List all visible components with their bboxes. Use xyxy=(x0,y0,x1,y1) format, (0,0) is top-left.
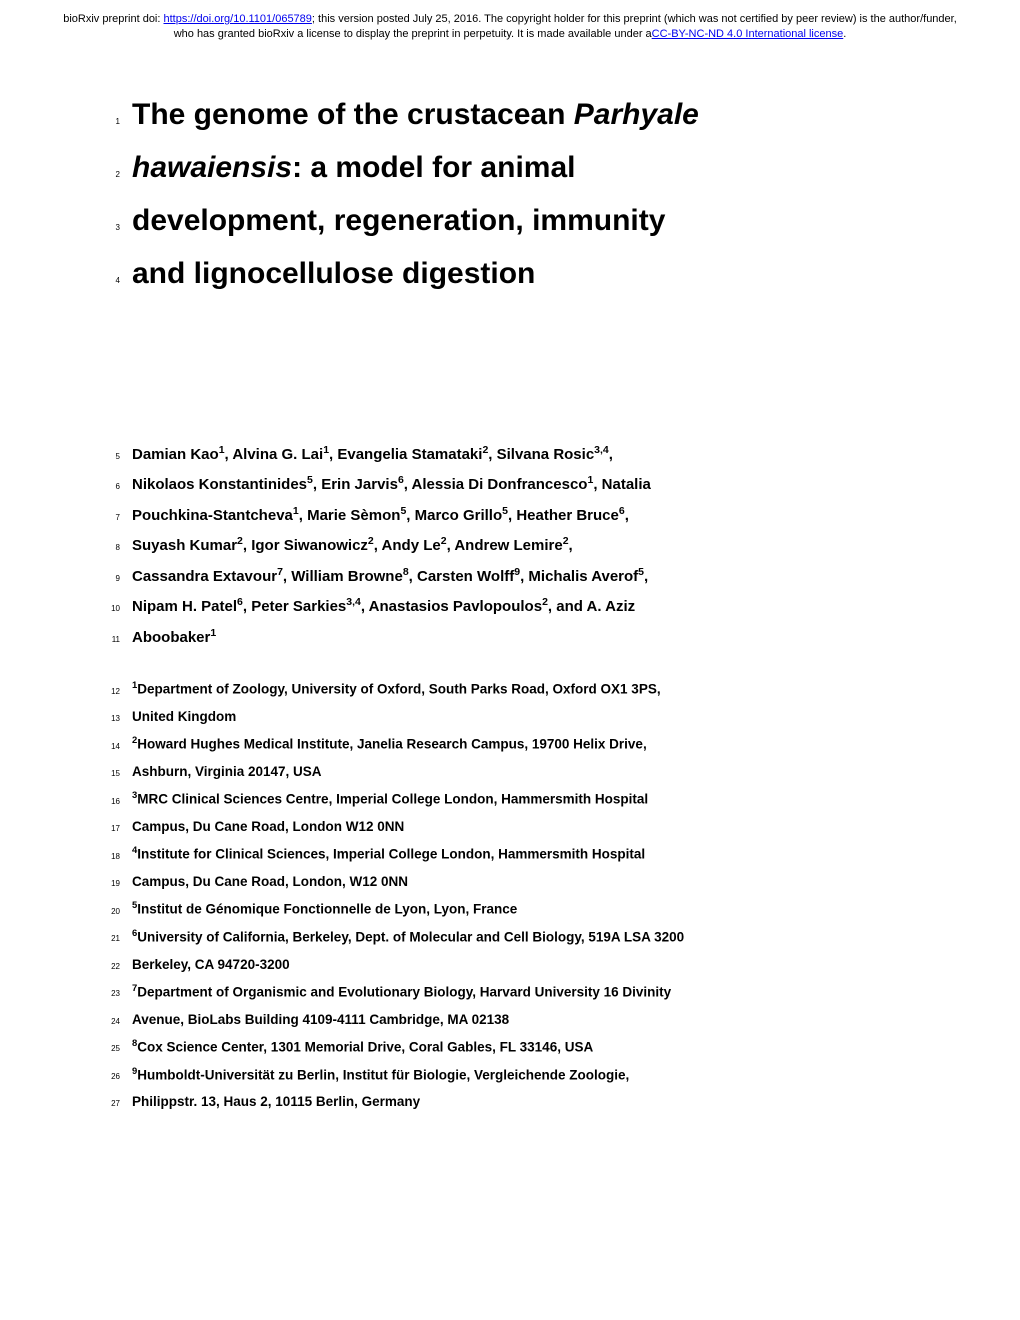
line-number: 15 xyxy=(100,769,120,778)
line-number: 3 xyxy=(100,223,120,232)
header-prefix: bioRxiv preprint doi: xyxy=(63,13,163,25)
line-number: 7 xyxy=(100,513,120,522)
line-number: 19 xyxy=(100,879,120,888)
author-text: Pouchkina-Stantcheva1, Marie Sèmon5, Mar… xyxy=(132,504,629,528)
line-number: 22 xyxy=(100,962,120,971)
affiliations-section: 12 1Department of Zoology, University of… xyxy=(100,679,920,1113)
affiliation-text: 9Humboldt-Universität zu Berlin, Institu… xyxy=(132,1065,629,1086)
author-text: Cassandra Extavour7, William Browne8, Ca… xyxy=(132,565,648,589)
affiliation-line: 17 Campus, Du Cane Road, London W12 0NN xyxy=(100,817,920,837)
affiliation-line: 24 Avenue, BioLabs Building 4109-4111 Ca… xyxy=(100,1010,920,1030)
affiliation-line: 15 Ashburn, Virginia 20147, USA xyxy=(100,762,920,782)
author-text: Nikolaos Konstantinides5, Erin Jarvis6, … xyxy=(132,473,651,497)
title-text: The genome of the crustacean Parhyale xyxy=(132,95,699,134)
affiliation-line: 21 6University of California, Berkeley, … xyxy=(100,927,920,948)
affiliation-text: 1Department of Zoology, University of Ox… xyxy=(132,679,661,700)
author-text: Damian Kao1, Alvina G. Lai1, Evangelia S… xyxy=(132,443,613,467)
affiliation-text: United Kingdom xyxy=(132,707,236,727)
affiliation-text: 4Institute for Clinical Sciences, Imperi… xyxy=(132,844,645,865)
author-line: 6 Nikolaos Konstantinides5, Erin Jarvis6… xyxy=(100,473,920,497)
affiliation-text: 5Institut de Génomique Fonctionnelle de … xyxy=(132,899,517,920)
affiliation-text: Ashburn, Virginia 20147, USA xyxy=(132,762,322,782)
line-number: 12 xyxy=(100,687,120,696)
title-text: development, regeneration, immunity xyxy=(132,201,665,240)
author-line: 10 Nipam H. Patel6, Peter Sarkies3,4, An… xyxy=(100,595,920,619)
affiliation-line: 26 9Humboldt-Universität zu Berlin, Inst… xyxy=(100,1065,920,1086)
affiliation-text: 2Howard Hughes Medical Institute, Janeli… xyxy=(132,734,647,755)
author-line: 5 Damian Kao1, Alvina G. Lai1, Evangelia… xyxy=(100,443,920,467)
line-number: 2 xyxy=(100,170,120,179)
authors-section: 5 Damian Kao1, Alvina G. Lai1, Evangelia… xyxy=(100,443,920,650)
line-number: 6 xyxy=(100,482,120,491)
line-number: 23 xyxy=(100,989,120,998)
preprint-header: bioRxiv preprint doi: https://doi.org/10… xyxy=(0,0,1020,50)
title-line-4: 4 and lignocellulose digestion xyxy=(100,254,920,293)
line-number: 24 xyxy=(100,1017,120,1026)
title-text: and lignocellulose digestion xyxy=(132,254,535,293)
line-number: 27 xyxy=(100,1099,120,1108)
line-number: 17 xyxy=(100,824,120,833)
license-link[interactable]: CC-BY-NC-ND 4.0 International license xyxy=(652,28,844,40)
affiliation-line: 23 7Department of Organismic and Evoluti… xyxy=(100,982,920,1003)
affiliation-text: Campus, Du Cane Road, London, W12 0NN xyxy=(132,872,408,892)
author-text: Suyash Kumar2, Igor Siwanowicz2, Andy Le… xyxy=(132,534,573,558)
title-line-3: 3 development, regeneration, immunity xyxy=(100,201,920,240)
line-number: 8 xyxy=(100,543,120,552)
line-number: 1 xyxy=(100,117,120,126)
line-number: 25 xyxy=(100,1044,120,1053)
line-number: 21 xyxy=(100,934,120,943)
affiliation-line: 13 United Kingdom xyxy=(100,707,920,727)
affiliation-text: Avenue, BioLabs Building 4109-4111 Cambr… xyxy=(132,1010,509,1030)
affiliation-line: 27 Philippstr. 13, Haus 2, 10115 Berlin,… xyxy=(100,1092,920,1112)
affiliation-text: 8Cox Science Center, 1301 Memorial Drive… xyxy=(132,1037,593,1058)
author-text: Nipam H. Patel6, Peter Sarkies3,4, Anast… xyxy=(132,595,635,619)
affiliation-text: Philippstr. 13, Haus 2, 10115 Berlin, Ge… xyxy=(132,1092,420,1112)
author-line: 11 Aboobaker1 xyxy=(100,626,920,650)
line-number: 4 xyxy=(100,276,120,285)
line-number: 9 xyxy=(100,574,120,583)
affiliation-line: 22 Berkeley, CA 94720-3200 xyxy=(100,955,920,975)
page-content: 1 The genome of the crustacean Parhyale … xyxy=(0,50,1020,1113)
line-number: 5 xyxy=(100,452,120,461)
title-section: 1 The genome of the crustacean Parhyale … xyxy=(100,95,920,293)
title-text: hawaiensis: a model for animal xyxy=(132,148,575,187)
affiliation-line: 19 Campus, Du Cane Road, London, W12 0NN xyxy=(100,872,920,892)
author-text: Aboobaker1 xyxy=(132,626,216,650)
line-number: 11 xyxy=(100,635,120,644)
affiliation-text: 3MRC Clinical Sciences Centre, Imperial … xyxy=(132,789,648,810)
title-line-2: 2 hawaiensis: a model for animal xyxy=(100,148,920,187)
line-number: 16 xyxy=(100,797,120,806)
line-number: 10 xyxy=(100,604,120,613)
affiliation-line: 16 3MRC Clinical Sciences Centre, Imperi… xyxy=(100,789,920,810)
author-line: 7 Pouchkina-Stantcheva1, Marie Sèmon5, M… xyxy=(100,504,920,528)
affiliation-text: Campus, Du Cane Road, London W12 0NN xyxy=(132,817,404,837)
line-number: 13 xyxy=(100,714,120,723)
affiliation-line: 14 2Howard Hughes Medical Institute, Jan… xyxy=(100,734,920,755)
affiliation-line: 12 1Department of Zoology, University of… xyxy=(100,679,920,700)
affiliation-text: 6University of California, Berkeley, Dep… xyxy=(132,927,684,948)
title-line-1: 1 The genome of the crustacean Parhyale xyxy=(100,95,920,134)
author-line: 9 Cassandra Extavour7, William Browne8, … xyxy=(100,565,920,589)
line-number: 18 xyxy=(100,852,120,861)
affiliation-text: Berkeley, CA 94720-3200 xyxy=(132,955,290,975)
affiliation-text: 7Department of Organismic and Evolutiona… xyxy=(132,982,671,1003)
line-number: 20 xyxy=(100,907,120,916)
affiliation-line: 20 5Institut de Génomique Fonctionnelle … xyxy=(100,899,920,920)
doi-link[interactable]: https://doi.org/10.1101/065789 xyxy=(164,13,312,25)
author-line: 8 Suyash Kumar2, Igor Siwanowicz2, Andy … xyxy=(100,534,920,558)
line-number: 26 xyxy=(100,1072,120,1081)
header-suffix: . xyxy=(843,28,846,40)
affiliation-line: 25 8Cox Science Center, 1301 Memorial Dr… xyxy=(100,1037,920,1058)
affiliation-line: 18 4Institute for Clinical Sciences, Imp… xyxy=(100,844,920,865)
line-number: 14 xyxy=(100,742,120,751)
